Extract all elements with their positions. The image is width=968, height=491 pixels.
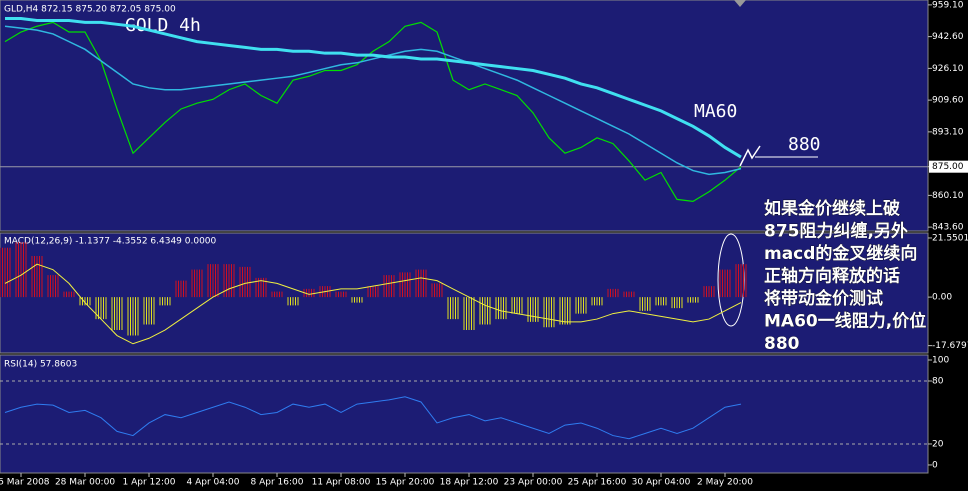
y-tick-label: 860.10: [932, 191, 964, 201]
panel-title: RSI(14) 57.8603: [4, 360, 77, 370]
rsi-panel: [0, 354, 929, 474]
series-line: [4, 25, 742, 176]
y-tick-label: 0: [932, 460, 938, 470]
y-tick-label: 843.60: [932, 223, 964, 233]
bid-label-box: [929, 160, 968, 173]
y-tick-label: 100: [932, 355, 949, 365]
x-tick-label: 1 Apr 12:00: [123, 478, 176, 488]
panel-title: GLD,H4 872.15 875.20 872.05 875.00: [4, 5, 176, 15]
x-tick-label: 23 Apr 00:00: [504, 478, 563, 488]
note-line: MA60一线阻力,价位: [764, 311, 926, 332]
series-line: [5, 17, 742, 159]
x-tick-label: 8 Apr 16:00: [251, 478, 304, 488]
price-panel: [0, 0, 929, 232]
y-tick-label: 20: [932, 439, 944, 449]
macd-panel: [0, 232, 929, 354]
arrow-path: [739, 145, 761, 167]
annotation: GOLD 4h: [125, 15, 201, 36]
x-tick-label: 15 Apr 20:00: [376, 478, 435, 488]
note-line: 880: [764, 334, 800, 354]
x-tick-label: 28 Mar 00:00: [55, 478, 115, 488]
note-line: 875阻力纠缠,另外: [764, 221, 908, 242]
note-line: macd的金叉继续向: [764, 243, 917, 264]
annotation: 880: [788, 134, 821, 155]
note-line: 正轴方向释放的话: [764, 266, 900, 287]
x-tick-label: 30 Apr 04:00: [632, 478, 691, 488]
x-tick-label: 4 Apr 04:00: [187, 478, 240, 488]
y-tick-label: 909.60: [932, 96, 964, 106]
shift-marker: [734, 0, 746, 7]
y-tick-label: 875.00: [932, 162, 964, 172]
panel-title: MACD(12,26,9) -1.1377 -4.3552 6.4349 0.0…: [4, 237, 217, 247]
series-line: [4, 263, 742, 345]
series-line: [4, 21, 742, 202]
y-tick-label: 926.10: [932, 64, 964, 74]
y-tick-label: 21.5501: [932, 233, 968, 243]
y-tick-label: 80: [932, 376, 944, 386]
y-tick-label: 942.60: [932, 32, 964, 42]
y-tick-label: 959.10: [932, 0, 964, 10]
x-tick-label: 2 May 20:00: [697, 478, 753, 488]
x-tick-label: 25 Apr 16:00: [568, 478, 627, 488]
note-line: 如果金价继续上破: [764, 198, 900, 219]
y-tick-label: 893.10: [932, 127, 964, 137]
x-tick-label: 11 Apr 08:00: [312, 478, 371, 488]
series-line: [4, 396, 742, 440]
note-line: 将带动金价测试: [764, 288, 883, 309]
y-tick-label: -17.6797: [932, 341, 968, 351]
annotation: MA60: [694, 101, 737, 122]
y-tick-label: 0.00: [932, 293, 952, 303]
x-tick-label: 18 Apr 12:00: [440, 478, 499, 488]
x-tick-label: 25 Mar 2008: [0, 478, 50, 488]
